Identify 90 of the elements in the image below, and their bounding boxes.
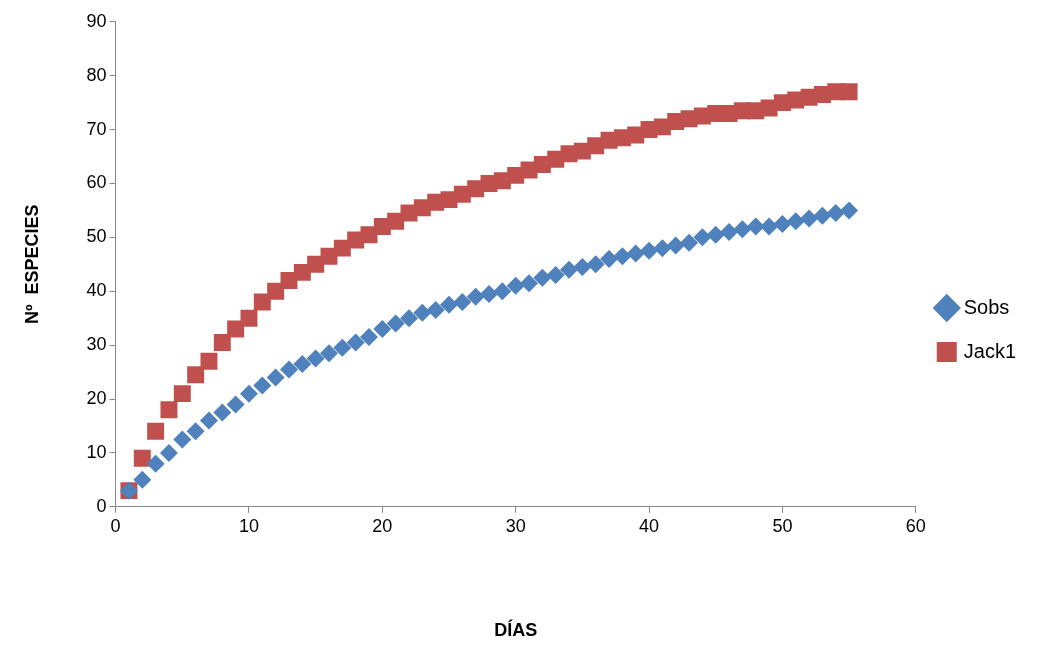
point (546, 266, 565, 285)
y-tick-label: 60 (86, 172, 107, 193)
point (493, 282, 512, 301)
point (760, 217, 779, 236)
point (226, 395, 245, 414)
x-tick-label: 0 (110, 515, 121, 536)
point (506, 276, 525, 295)
point (159, 443, 178, 462)
point (573, 257, 592, 276)
point (400, 309, 418, 328)
point (626, 244, 645, 263)
point (360, 328, 378, 347)
point (200, 352, 218, 370)
point (733, 220, 752, 239)
point (199, 411, 218, 430)
point (453, 293, 472, 312)
point (333, 338, 352, 357)
point (346, 333, 365, 352)
point (840, 201, 859, 220)
point (240, 309, 258, 327)
point (280, 271, 298, 289)
point (440, 295, 459, 314)
point (253, 376, 272, 395)
point (586, 255, 605, 274)
x-tick-label: 60 (905, 515, 926, 536)
point (146, 454, 165, 473)
point (253, 293, 271, 311)
point (147, 422, 165, 440)
y-tick-label: 80 (86, 64, 107, 85)
y-tick-label: 90 (86, 10, 107, 31)
point (279, 360, 298, 379)
point (800, 209, 819, 228)
y-tick-label: 30 (86, 334, 107, 355)
point (413, 303, 432, 322)
point (426, 301, 445, 320)
point (786, 212, 805, 231)
point (680, 233, 699, 252)
point (213, 403, 232, 422)
y-tick-label: 20 (86, 387, 107, 408)
y-tick-label: 0 (96, 495, 107, 516)
point (560, 260, 579, 279)
point (693, 228, 712, 247)
x-tick-label: 50 (772, 515, 793, 536)
y-tick-label: 40 (86, 280, 107, 301)
point (133, 470, 152, 489)
point (239, 384, 258, 403)
point (666, 236, 685, 255)
legend-label: Sobs (963, 295, 1010, 318)
point (227, 320, 245, 338)
y-axis-title: Nº ESPECIES (21, 204, 42, 325)
point (307, 255, 325, 273)
point (706, 225, 725, 244)
point (173, 430, 192, 449)
point (720, 222, 739, 241)
point (813, 206, 832, 225)
y-tick-label: 10 (86, 441, 107, 462)
point (266, 368, 285, 387)
point (600, 249, 619, 268)
point (480, 284, 499, 303)
point (746, 217, 765, 236)
point (387, 212, 405, 230)
x-tick-label: 20 (372, 515, 393, 536)
point (386, 314, 405, 333)
point (773, 214, 792, 233)
point (613, 247, 632, 266)
x-axis-title: DÍAS (494, 619, 538, 641)
point (160, 401, 178, 419)
point (133, 449, 151, 467)
point (319, 344, 338, 363)
point (520, 274, 539, 293)
x-tick-label: 40 (639, 515, 660, 536)
point (840, 83, 858, 101)
y-tick-label: 50 (86, 226, 107, 247)
point (187, 366, 205, 384)
point (466, 287, 485, 306)
point (186, 422, 205, 441)
x-tick-label: 30 (505, 515, 526, 536)
y-tick-label: 70 (86, 118, 107, 139)
legend-label: Jack1 (963, 339, 1016, 362)
point (653, 239, 672, 258)
point (533, 268, 552, 287)
point (293, 354, 312, 373)
point (306, 349, 325, 368)
point (267, 282, 285, 300)
point (213, 333, 231, 351)
point (173, 385, 191, 403)
point (826, 204, 845, 223)
point (640, 241, 659, 260)
point (373, 319, 392, 338)
x-tick-label: 10 (238, 515, 259, 536)
